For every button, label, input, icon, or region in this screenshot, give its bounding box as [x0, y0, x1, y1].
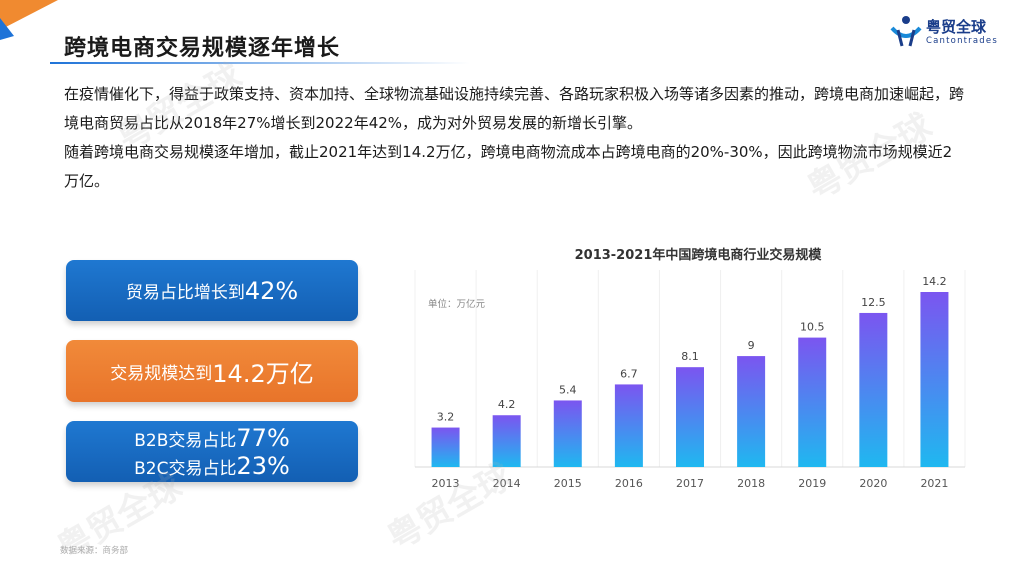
scale-text: 交易规模达到 [110, 363, 213, 384]
x-tick-2018: 2018 [737, 477, 765, 490]
page-title: 跨境电商交易规模逐年增长 [64, 36, 341, 61]
bar-2018 [737, 356, 766, 467]
x-tick-2019: 2019 [798, 477, 826, 490]
b2c-text: B2C交易占比 [134, 458, 237, 479]
bar-2016 [614, 384, 643, 467]
trade-share-card: 贸易占比增长到 42% [66, 260, 358, 321]
x-tick-2014: 2014 [493, 477, 521, 490]
logo-text-en: Cantontrades [926, 36, 998, 46]
data-label-2017: 8.1 [681, 350, 699, 363]
data-label-2015: 5.4 [559, 383, 577, 396]
data-label-2020: 12.5 [861, 296, 886, 309]
data-label-2014: 4.2 [498, 398, 516, 411]
data-label-2013: 3.2 [437, 411, 455, 424]
chart-title: 2013-2021年中国跨境电商行业交易规模 [574, 248, 822, 263]
chart-unit: 单位：万亿元 [428, 299, 486, 310]
data-label-2016: 6.7 [620, 367, 638, 380]
x-tick-2017: 2017 [676, 477, 704, 490]
scale-paragraph: 随着跨境电商交易规模逐年增加，截止2021年达到14.2万亿，跨境电商物流成本占… [64, 143, 953, 190]
x-tick-2021: 2021 [920, 477, 948, 490]
b2b-line: B2B交易占比77% [134, 424, 290, 452]
b2b-b2c-card: B2B交易占比77% B2C交易占比23% [66, 421, 358, 482]
b2c-value: 23% [236, 451, 290, 480]
b2c-line: B2C交易占比23% [134, 452, 290, 480]
data-label-2018: 9 [748, 339, 755, 352]
bar-2017 [676, 367, 704, 467]
title-underline [50, 62, 470, 64]
logo-text-cn: 粤贸全球 [926, 18, 987, 36]
intro-paragraph: 在疫情催化下，得益于政策支持、资本加持、全球物流基础设施持续完善、各路玩家积极入… [64, 85, 965, 132]
b2b-value: 77% [236, 423, 290, 452]
data-source: 数据来源：商务部 [60, 546, 129, 556]
logo-icon [890, 16, 922, 47]
scale-card: 交易规模达到 14.2万亿 [66, 340, 358, 402]
bar-2020 [859, 312, 888, 467]
corner-decoration [0, 0, 58, 40]
bar-2013 [431, 427, 460, 467]
brand-logo: 粤贸全球 Cantontrades [888, 14, 998, 48]
bar-2021 [920, 292, 949, 467]
x-tick-2020: 2020 [859, 477, 887, 490]
trade-share-text: 贸易占比增长到 [125, 283, 245, 303]
x-tick-2016: 2016 [615, 477, 643, 490]
data-label-2019: 10.5 [800, 321, 825, 334]
bar-2019 [798, 337, 827, 467]
b2b-text: B2B交易占比 [134, 430, 237, 451]
bar-2014 [492, 415, 521, 467]
scale-value: 14.2万亿 [212, 359, 314, 388]
trade-share-value: 42% [244, 276, 299, 305]
x-tick-2013: 2013 [432, 477, 460, 490]
data-label-2021: 14.2 [922, 275, 947, 288]
x-tick-2015: 2015 [554, 477, 582, 490]
bar-2015 [553, 400, 582, 467]
